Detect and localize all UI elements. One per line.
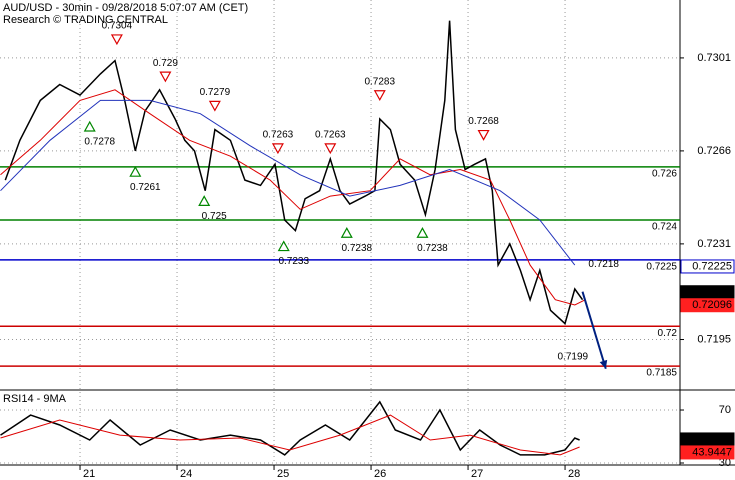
x-tick-label: 27 bbox=[471, 468, 483, 480]
series-line bbox=[4, 20, 584, 325]
value-box-label: 43.9447 bbox=[692, 446, 732, 458]
level-label: 0.72 bbox=[658, 328, 678, 339]
y-tick-label: 30 bbox=[719, 457, 731, 469]
y-tick-label: 0.7301 bbox=[697, 52, 731, 64]
high-label: 0.7263 bbox=[315, 130, 346, 141]
value-box bbox=[680, 445, 735, 460]
level-label: 0.724 bbox=[652, 222, 677, 233]
y-tick-label: 70 bbox=[719, 404, 731, 416]
x-tick-label: 26 bbox=[374, 468, 386, 480]
x-tick-label: 25 bbox=[277, 468, 289, 480]
high-label: 0.729 bbox=[153, 58, 178, 69]
level-label: 0.726 bbox=[652, 168, 677, 179]
high-marker bbox=[271, 143, 284, 155]
value-box-label: 0.72096 bbox=[692, 299, 732, 311]
high-marker bbox=[324, 143, 337, 155]
series-line bbox=[0, 400, 580, 456]
level-label: 0.7185 bbox=[646, 368, 677, 379]
low-marker bbox=[340, 227, 353, 238]
x-tick-label: 21 bbox=[83, 468, 95, 480]
high-label: 0.7283 bbox=[364, 76, 395, 87]
panel-title: RSI14 - 9MA bbox=[3, 393, 67, 405]
low-marker bbox=[129, 165, 142, 177]
high-label: 0.7263 bbox=[263, 130, 294, 141]
high-marker bbox=[477, 129, 490, 141]
low-label: 0.725 bbox=[202, 211, 227, 222]
low-marker bbox=[277, 240, 290, 252]
high-marker bbox=[208, 100, 221, 112]
x-tick-label: 28 bbox=[568, 468, 580, 480]
level-label: 0.7225 bbox=[646, 261, 677, 272]
value-box bbox=[680, 259, 735, 274]
low-marker bbox=[198, 195, 211, 207]
y-tick-label: 0.7195 bbox=[697, 333, 731, 345]
low-marker bbox=[83, 120, 96, 132]
low-label: 0.7278 bbox=[84, 137, 115, 148]
high-label: 0.7304 bbox=[102, 21, 133, 32]
low-label: 0.7261 bbox=[130, 182, 161, 193]
arrow-head bbox=[599, 359, 608, 369]
value-box-label: 47.7922 bbox=[692, 433, 732, 445]
series-line bbox=[0, 99, 576, 266]
high-label: 0.7218 bbox=[588, 259, 619, 270]
series-line bbox=[0, 89, 586, 306]
low-label: 0.7199 bbox=[558, 352, 589, 363]
high-label: 0.7268 bbox=[468, 116, 499, 127]
low-marker bbox=[416, 227, 429, 238]
series-line bbox=[0, 414, 580, 456]
y-tick-label: 0.7231 bbox=[697, 238, 731, 250]
chart-subtitle: Research © TRADING CENTRAL bbox=[3, 14, 168, 26]
x-tick-label: 24 bbox=[180, 468, 192, 480]
value-box bbox=[680, 298, 735, 313]
low-label: 0.7238 bbox=[341, 243, 372, 254]
value-box-label: 0.72128 bbox=[692, 286, 732, 298]
forecast-arrow bbox=[581, 291, 607, 370]
high-marker bbox=[110, 34, 123, 46]
y-tick-label: 0.7266 bbox=[697, 145, 731, 157]
high-label: 0.7279 bbox=[200, 87, 231, 98]
low-label: 0.7238 bbox=[417, 243, 448, 254]
high-marker bbox=[159, 71, 172, 83]
low-label: 0.7233 bbox=[278, 256, 309, 267]
high-marker bbox=[373, 90, 386, 101]
value-box-label: 0.72225 bbox=[692, 260, 732, 272]
chart-title: AUD/USD - 30min - 09/28/2018 5:07:07 AM … bbox=[3, 2, 248, 14]
